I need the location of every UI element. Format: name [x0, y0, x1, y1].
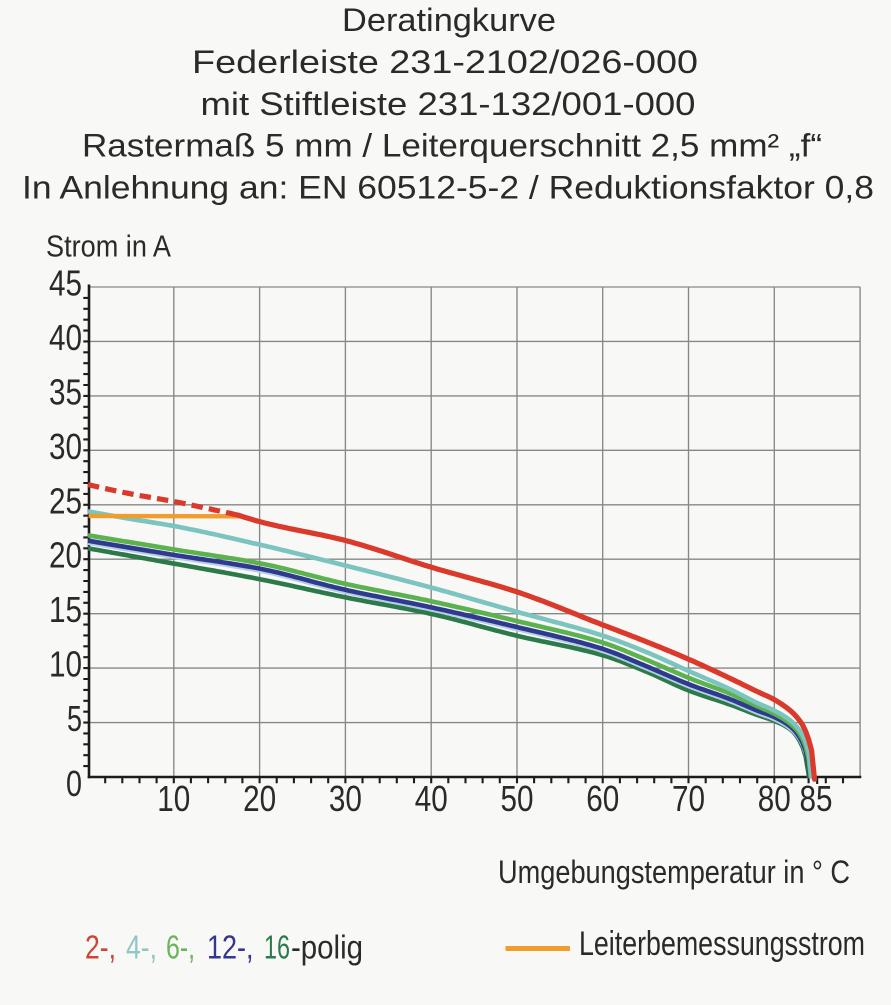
- svg-text:Leiterbemessungsstrom: Leiterbemessungsstrom: [579, 925, 865, 963]
- svg-text:85: 85: [800, 778, 833, 819]
- svg-text:Deratingkurve: Deratingkurve: [342, 2, 556, 38]
- svg-text:20: 20: [49, 535, 82, 576]
- svg-text:80: 80: [758, 778, 791, 819]
- svg-text:Rastermaß 5 mm / Leiterquersch: Rastermaß 5 mm / Leiterquerschnitt 2,5 m…: [82, 128, 822, 164]
- svg-text:mit Stiftleiste 231-132/001-00: mit Stiftleiste 231-132/001-000: [201, 86, 696, 122]
- svg-text:2-,: 2-,: [85, 929, 116, 966]
- svg-text:50: 50: [501, 778, 534, 819]
- svg-text:30: 30: [329, 778, 362, 819]
- svg-text:10: 10: [157, 778, 190, 819]
- svg-text:30: 30: [49, 426, 82, 467]
- svg-text:10: 10: [49, 644, 82, 685]
- svg-text:4-,: 4-,: [126, 929, 157, 966]
- svg-text:-polig: -polig: [291, 929, 363, 966]
- svg-text:70: 70: [672, 778, 705, 819]
- svg-text:Strom in A: Strom in A: [46, 230, 172, 264]
- svg-text:16: 16: [264, 929, 290, 966]
- svg-text:15: 15: [49, 589, 82, 630]
- svg-text:6-,: 6-,: [166, 929, 195, 966]
- svg-text:12-,: 12-,: [207, 929, 254, 966]
- svg-text:Umgebungstemperatur in ° C: Umgebungstemperatur in ° C: [498, 854, 850, 890]
- svg-text:40: 40: [49, 317, 82, 358]
- svg-text:45: 45: [49, 263, 82, 304]
- svg-text:0: 0: [66, 763, 82, 804]
- svg-text:20: 20: [243, 778, 276, 819]
- svg-text:25: 25: [49, 480, 82, 521]
- svg-text:In Anlehnung an: EN 60512-5-2: In Anlehnung an: EN 60512-5-2 / Reduktio…: [22, 170, 874, 206]
- svg-text:Federleiste 231-2102/026-000: Federleiste 231-2102/026-000: [192, 44, 698, 80]
- svg-text:35: 35: [49, 371, 82, 412]
- svg-text:60: 60: [586, 778, 619, 819]
- svg-text:5: 5: [67, 698, 82, 739]
- svg-text:40: 40: [415, 778, 448, 819]
